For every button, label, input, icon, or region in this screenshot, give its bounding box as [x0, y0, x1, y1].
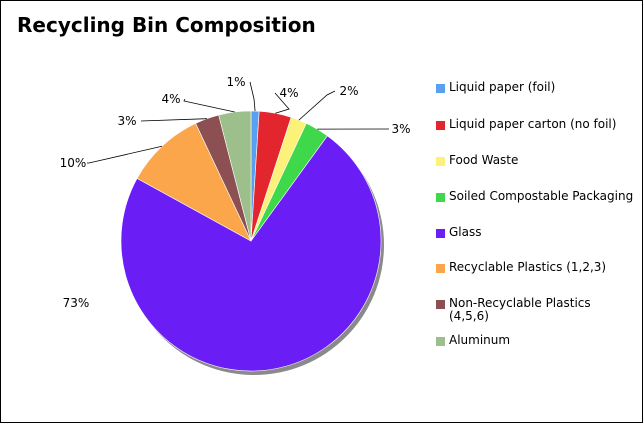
legend-label: Non-Recyclable Plastics (4,5,6) — [449, 296, 591, 323]
data-label-1: 4% — [279, 86, 298, 100]
legend-item: Liquid paper carton (no foil) — [436, 118, 616, 131]
legend-item: Aluminum — [436, 334, 510, 347]
legend-item: Non-Recyclable Plastics (4,5,6) — [436, 297, 619, 323]
data-label-6: 3% — [117, 114, 136, 128]
legend-swatch — [436, 84, 445, 93]
data-label-4: 73% — [63, 296, 90, 310]
pie-slices — [120, 110, 382, 372]
leader-line-0 — [249, 81, 256, 112]
leader-line-1 — [274, 92, 290, 114]
legend-swatch — [436, 157, 445, 166]
legend-label: Recyclable Plastics (1,2,3) — [449, 260, 607, 274]
legend-label: Glass — [449, 225, 482, 239]
legend-swatch — [436, 337, 445, 346]
leader-line-6 — [140, 118, 207, 122]
leader-line-2 — [298, 90, 336, 121]
legend-label: Aluminum — [449, 333, 511, 347]
pie-data-labels: 1% 4% 2% 3% 73% 10% 3% 4% — [60, 75, 411, 310]
data-label-3: 3% — [391, 122, 410, 136]
pie-slice-glass — [120, 135, 382, 372]
legend-label: Liquid paper (foil) — [449, 81, 556, 94]
legend-swatch — [436, 264, 445, 273]
data-label-7: 4% — [161, 92, 180, 106]
data-label-5: 10% — [60, 156, 87, 170]
pie-slice-recyclable-plastics-1-2-3 — [136, 122, 252, 242]
pie-leader-lines — [87, 81, 390, 164]
legend-item: Liquid paper (foil) — [436, 81, 555, 94]
data-label-0: 1% — [226, 75, 245, 89]
leader-line-5 — [87, 145, 163, 164]
legend-swatch — [436, 300, 445, 309]
data-label-2: 2% — [339, 84, 358, 98]
legend-label: Liquid paper carton (no foil) — [449, 117, 617, 131]
legend-item: Food Waste — [436, 154, 518, 167]
legend-swatch — [436, 229, 445, 238]
legend-item: Soiled Compostable Packaging — [436, 190, 633, 203]
legend-label: Food Waste — [449, 153, 519, 167]
legend-item: Recyclable Plastics (1,2,3) — [436, 261, 606, 274]
legend-swatch — [436, 193, 445, 202]
legend-item: Glass — [436, 226, 482, 239]
legend-swatch — [436, 121, 445, 130]
leader-line-7 — [183, 98, 235, 113]
chart-title: Recycling Bin Composition — [17, 13, 316, 37]
legend-label: Soiled Compostable Packaging — [449, 189, 634, 203]
chart-legend: Liquid paper (foil) Liquid paper carton (… — [436, 81, 642, 371]
